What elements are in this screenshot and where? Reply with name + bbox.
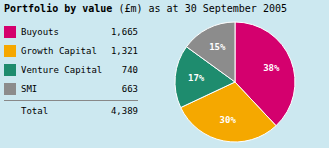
- html-text:4,389: 4,389: [110, 105, 138, 116]
- svg-text:30%: 30%: [220, 115, 237, 125]
- html-text:740: 740: [121, 64, 138, 75]
- html-text:1,665: 1,665: [110, 26, 138, 37]
- html-text:SMI: SMI: [21, 83, 38, 94]
- html-text:1,321: 1,321: [110, 45, 138, 56]
- svg-text:17%: 17%: [188, 73, 205, 83]
- html-text:Growth Capital: Growth Capital: [21, 45, 97, 56]
- html-text:(£m) as at 30 September 2005: (£m) as at 30 September 2005: [118, 3, 287, 14]
- html-text:663: 663: [121, 83, 138, 94]
- html-text:Buyouts: Buyouts: [21, 26, 59, 37]
- svg-text:15%: 15%: [209, 42, 226, 52]
- html-text:Venture Capital: Venture Capital: [21, 64, 103, 75]
- html-text:Portfolio by value: Portfolio by value: [4, 3, 113, 14]
- svg-text:38%: 38%: [263, 63, 280, 73]
- html-text:Total: Total: [21, 105, 49, 116]
